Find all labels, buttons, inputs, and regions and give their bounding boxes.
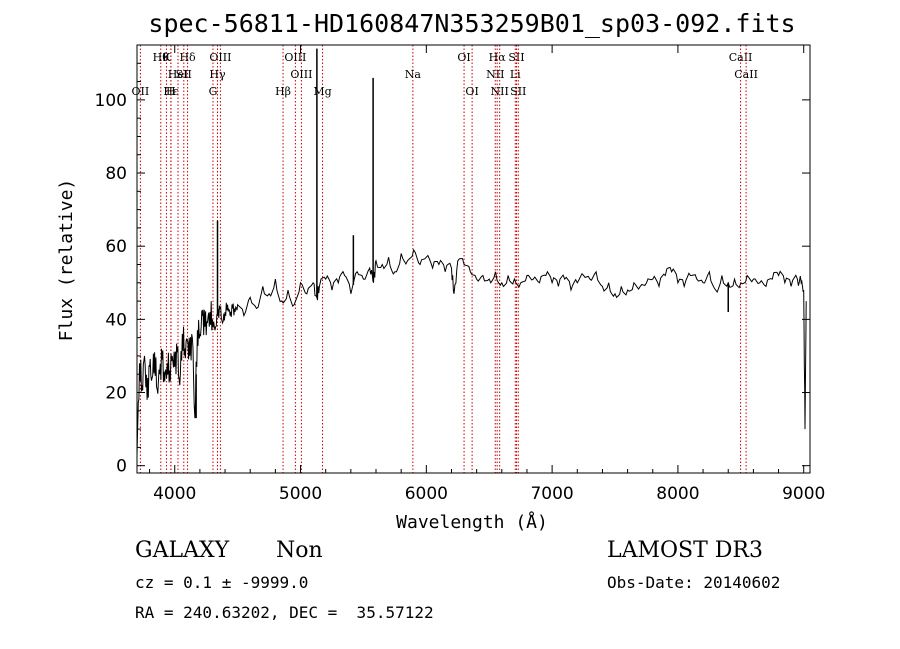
y-tick-label: 0 — [116, 457, 127, 477]
y-axis-label: Flux (relative) — [56, 179, 77, 342]
line-mark-label: SII — [508, 51, 524, 64]
x-tick-label: 4000 — [153, 484, 196, 504]
line-mark-label: OIII — [290, 68, 312, 81]
line-mark-label: OII — [132, 85, 150, 98]
line-mark-label: Li — [510, 68, 521, 81]
chart-title: spec-56811-HD160847N353259B01_sp03-092.f… — [148, 9, 795, 38]
class-label: GALAXY — [135, 538, 230, 563]
line-mark-label: CaII — [734, 68, 758, 81]
x-tick-label: 5000 — [279, 484, 322, 504]
plot-frame — [136, 44, 811, 474]
line-mark-label: HeI — [168, 68, 188, 81]
x-tick-label: 6000 — [405, 484, 448, 504]
line-mark-label: Hε — [163, 85, 179, 98]
spectrum-group — [136, 48, 807, 455]
obs-date-line: Obs-Date: 20140602 — [607, 573, 781, 592]
y-tick-label: 100 — [95, 91, 127, 111]
line-mark-label: Mg — [313, 85, 331, 98]
line-marks-group: KHOIIHθHεHeIHδSIIHγGOIIIHβOIIIOIIIMgNaOI… — [132, 45, 758, 473]
line-mark-label: OI — [465, 85, 478, 98]
line-mark-label: Na — [405, 68, 422, 81]
line-mark-label: Hδ — [179, 51, 196, 64]
y-tick-label: 60 — [105, 237, 127, 257]
y-tick-label: 80 — [105, 164, 127, 184]
line-mark-label: SII — [176, 68, 192, 81]
x-axis: 4000 5000 6000 7000 8000 9000 — [149, 45, 825, 504]
line-mark-label: OIII — [284, 51, 306, 64]
line-mark-label: CaII — [729, 51, 753, 64]
line-mark-label: SII — [510, 85, 526, 98]
spectrum-line — [136, 248, 807, 455]
x-tick-label: 7000 — [530, 484, 573, 504]
line-mark-label: Hα — [489, 51, 507, 64]
y-axis: 0 20 40 60 80 100 — [95, 62, 810, 477]
line-mark-label: Hθ — [153, 51, 170, 64]
line-mark-label: OIII — [209, 51, 231, 64]
line-mark-label: Hγ — [209, 68, 226, 81]
x-tick-label: 9000 — [782, 484, 825, 504]
x-axis-label: Wavelength (Å) — [396, 511, 548, 533]
x-tick-label: 8000 — [656, 484, 699, 504]
line-mark-label: K — [162, 51, 171, 64]
line-mark-label: NII — [491, 85, 509, 98]
line-mark-label: G — [209, 85, 218, 98]
radec-line: RA = 240.63202, DEC = 35.57122 — [135, 603, 434, 622]
y-tick-label: 20 — [105, 384, 127, 404]
line-mark-label: NII — [486, 68, 504, 81]
survey-label: LAMOST DR3 — [607, 538, 763, 563]
subclass-label: Non — [276, 538, 323, 563]
y-tick-label: 40 — [105, 310, 127, 330]
cz-line: cz = 0.1 ± -9999.0 — [135, 573, 309, 592]
line-mark-label: Hβ — [275, 85, 291, 98]
line-mark-label: OI — [457, 51, 470, 64]
